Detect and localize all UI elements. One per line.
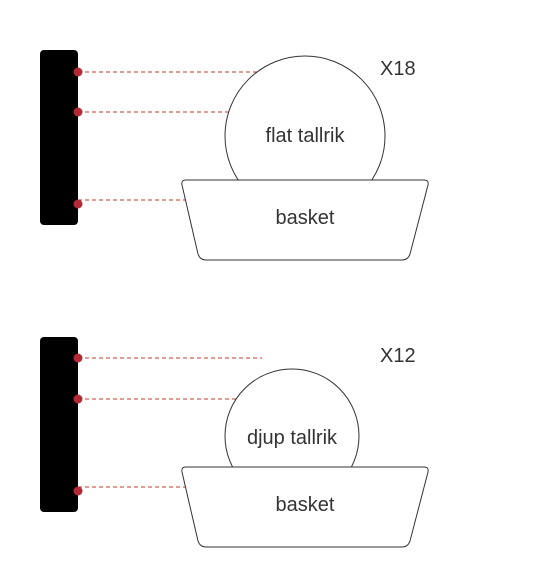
basket-label: basket <box>276 494 335 516</box>
plate-label: djup tallrik <box>247 427 338 449</box>
holder-bar <box>40 50 78 225</box>
marker-dot <box>73 199 83 209</box>
plate-label: flat tallrik <box>266 125 346 147</box>
count-label: X18 <box>380 58 416 80</box>
basket-shape <box>181 466 429 548</box>
marker-dot <box>73 394 83 404</box>
count-label: X12 <box>380 345 416 367</box>
holder-bar <box>40 337 78 512</box>
basket-shape <box>181 179 429 261</box>
marker-dot <box>73 353 83 363</box>
diagram-group-1: X18 flat tallrik basket <box>40 50 429 261</box>
marker-dot <box>73 67 83 77</box>
marker-dot <box>73 107 83 117</box>
marker-dot <box>73 486 83 496</box>
basket-label: basket <box>276 207 335 229</box>
diagram-group-2: X12 djup tallrik basket <box>40 337 429 548</box>
